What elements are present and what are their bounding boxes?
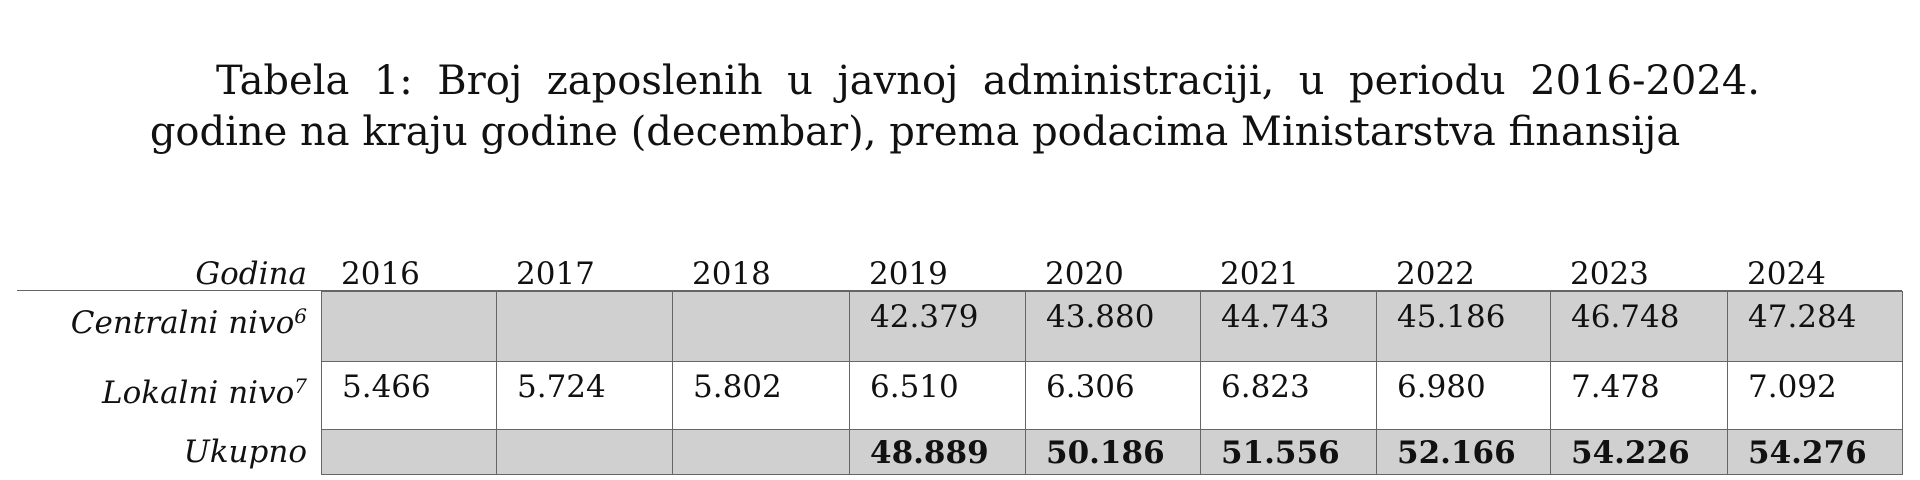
table-cell: 42.379 <box>849 291 1026 362</box>
cell-text: 2020 <box>1045 256 1124 292</box>
footnote-ref: 7 <box>294 374 307 398</box>
cell-text: Centralni nivo <box>70 305 295 341</box>
table-cell <box>672 429 850 475</box>
cell-text: 6.306 <box>1046 369 1135 405</box>
header-year: 2018 <box>672 255 849 292</box>
cell-text: 54.226 <box>1571 435 1690 471</box>
cell-text: 2019 <box>869 256 948 292</box>
row-label: Ukupno <box>17 429 321 474</box>
header-rule <box>17 290 1902 291</box>
header-year: 2016 <box>321 255 496 292</box>
table-cell: 5.724 <box>496 361 673 430</box>
header-label: Godina <box>17 255 321 292</box>
header-year: 2023 <box>1550 255 1727 292</box>
table-cell: 54.276 <box>1727 429 1903 475</box>
header-year: 2019 <box>849 255 1025 292</box>
cell-text: 6.980 <box>1397 369 1486 405</box>
cell-text: 2018 <box>692 256 771 292</box>
cell-text: 51.556 <box>1221 435 1340 471</box>
cell-text: Ukupno <box>183 434 307 470</box>
cell-text: 5.724 <box>517 369 606 405</box>
table-cell: 5.802 <box>672 361 850 430</box>
header-year: 2017 <box>496 255 672 292</box>
cell-text: 45.186 <box>1397 299 1506 335</box>
cell-text: 7.092 <box>1748 369 1837 405</box>
header-year: 2020 <box>1025 255 1200 292</box>
table-cell: 54.226 <box>1550 429 1728 475</box>
table-cell: 44.743 <box>1200 291 1377 362</box>
cell-text: 5.802 <box>693 369 782 405</box>
table-cell: 6.306 <box>1025 361 1201 430</box>
table-cell: 5.466 <box>321 361 497 430</box>
table-cell <box>672 291 850 362</box>
table-cell: 7.092 <box>1727 361 1903 430</box>
table-cell: 6.980 <box>1376 361 1551 430</box>
cell-text: 42.379 <box>870 299 979 335</box>
cell-text: 7.478 <box>1571 369 1660 405</box>
cell-text: 2016 <box>341 256 420 292</box>
table-cell <box>321 429 497 475</box>
header-year: 2021 <box>1200 255 1376 292</box>
cell-text: 2022 <box>1396 256 1475 292</box>
row-label: Lokalni nivo7 <box>17 361 321 429</box>
table-cell: 51.556 <box>1200 429 1377 475</box>
table-cell: 7.478 <box>1550 361 1728 430</box>
cell-text: Lokalni nivo <box>102 375 295 411</box>
table-cell: 6.823 <box>1200 361 1377 430</box>
table-cell: 48.889 <box>849 429 1026 475</box>
table-cell: 52.166 <box>1376 429 1551 475</box>
row-label: Centralni nivo6 <box>17 291 321 361</box>
cell-text: 46.748 <box>1571 299 1680 335</box>
cell-text: 6.823 <box>1221 369 1310 405</box>
table-cell: 50.186 <box>1025 429 1201 475</box>
table-cell: 46.748 <box>1550 291 1728 362</box>
cell-text: 44.743 <box>1221 299 1330 335</box>
footnote-ref: 6 <box>294 304 307 328</box>
cell-text: 50.186 <box>1046 435 1165 471</box>
cell-text: 52.166 <box>1397 435 1516 471</box>
header-year: 2022 <box>1376 255 1550 292</box>
cell-text: 47.284 <box>1748 299 1857 335</box>
cell-text: 5.466 <box>342 369 431 405</box>
cell-text: 2017 <box>516 256 595 292</box>
table-cell <box>496 291 673 362</box>
table-title: Tabela 1: Broj zaposlenih u javnoj admin… <box>149 58 1760 155</box>
table-cell <box>496 429 673 475</box>
cell-text: 54.276 <box>1748 435 1867 471</box>
cell-text: 2021 <box>1220 256 1299 292</box>
cell-text: 43.880 <box>1046 299 1155 335</box>
table-cell: 47.284 <box>1727 291 1903 362</box>
cell-text: 6.510 <box>870 369 959 405</box>
table-cell <box>321 291 497 362</box>
cell-text: 48.889 <box>870 435 989 471</box>
cell-text: 2023 <box>1570 256 1649 292</box>
table-cell: 45.186 <box>1376 291 1551 362</box>
cell-text: 2024 <box>1747 256 1826 292</box>
table-cell: 6.510 <box>849 361 1026 430</box>
header-year: 2024 <box>1727 255 1902 292</box>
table-cell: 43.880 <box>1025 291 1201 362</box>
cell-text: Godina <box>195 256 307 292</box>
